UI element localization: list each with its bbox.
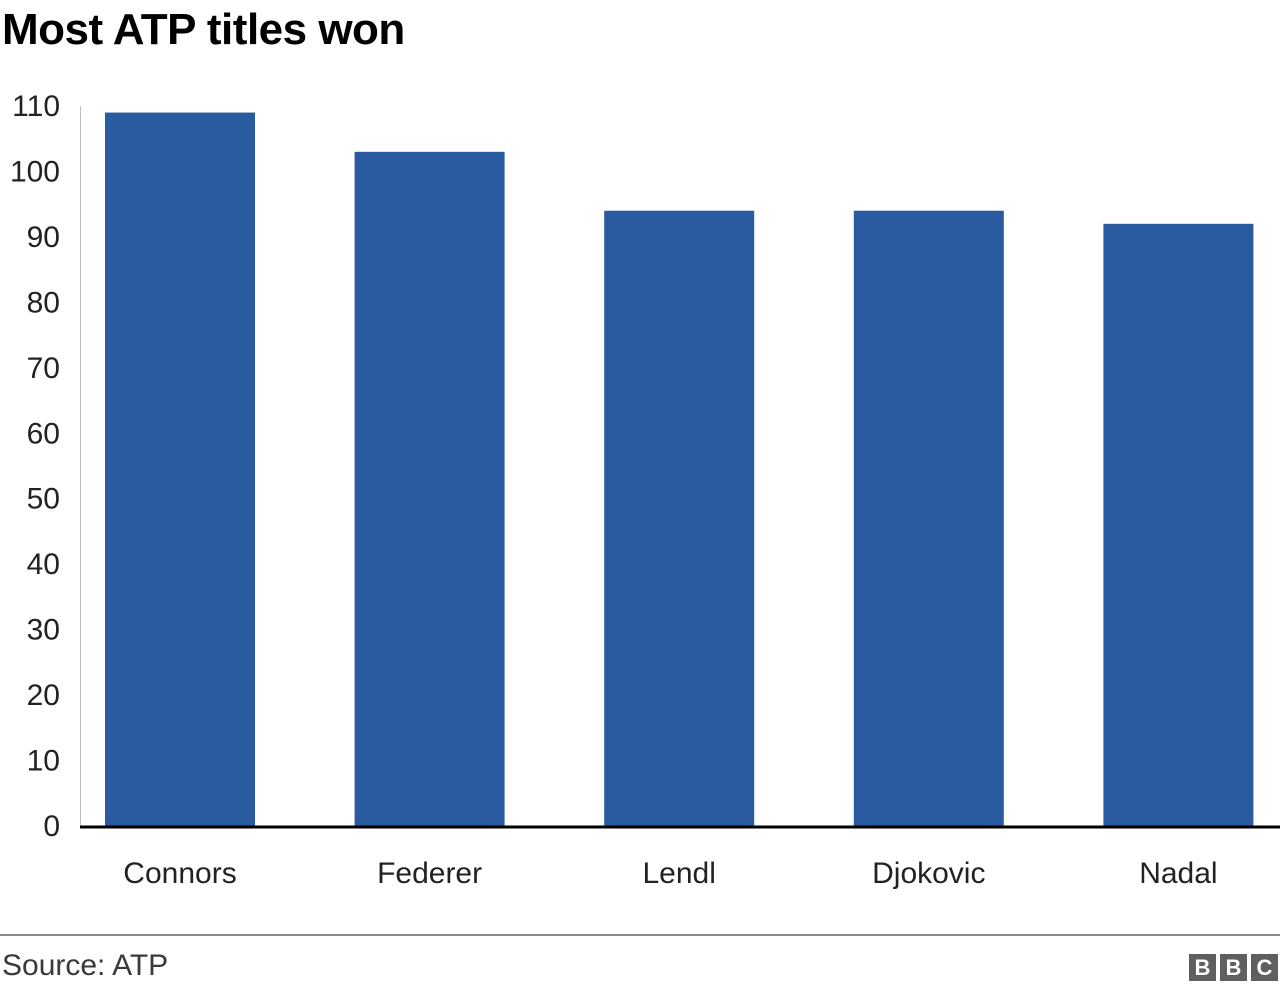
y-tick-label: 40 (27, 548, 60, 581)
y-axis-ticks: 0 10 20 30 40 50 60 70 80 90 100 110 (10, 90, 60, 843)
chart-title: Most ATP titles won (2, 5, 405, 54)
x-category-label: Nadal (1139, 857, 1217, 890)
bbc-logo: B B C (1189, 954, 1278, 981)
bars-group (105, 112, 1254, 826)
x-axis-labels: Connors Federer Lendl Djokovic Nadal (123, 857, 1217, 890)
x-category-label: Lendl (642, 857, 715, 890)
y-tick-label: 100 (10, 155, 60, 188)
source-note: Source: ATP (2, 949, 169, 982)
y-tick-label: 30 (27, 614, 60, 647)
bar-federer (354, 151, 505, 826)
y-tick-label: 110 (12, 90, 60, 123)
bar-lendl (604, 210, 755, 826)
y-tick-label: 50 (27, 483, 60, 516)
x-category-label: Connors (123, 857, 236, 890)
y-tick-label: 20 (27, 679, 60, 712)
y-tick-label: 0 (43, 810, 60, 843)
y-tick-label: 60 (27, 417, 60, 450)
logo-letter: C (1251, 954, 1278, 981)
y-tick-label: 10 (27, 745, 60, 778)
logo-letter: B (1189, 954, 1216, 981)
bar-djokovic (853, 210, 1004, 826)
y-tick-label: 80 (27, 286, 60, 319)
bar-nadal (1103, 223, 1254, 826)
bar-connors (105, 112, 255, 826)
y-tick-label: 90 (27, 221, 60, 254)
logo-letter: B (1220, 954, 1247, 981)
bar-chart: 0 10 20 30 40 50 60 70 80 90 100 110 Connors Federer… (10, 90, 1280, 890)
x-category-label: Federer (377, 857, 482, 890)
footer-divider (0, 934, 1280, 936)
y-tick-label: 70 (27, 352, 60, 385)
x-category-label: Djokovic (872, 857, 985, 890)
